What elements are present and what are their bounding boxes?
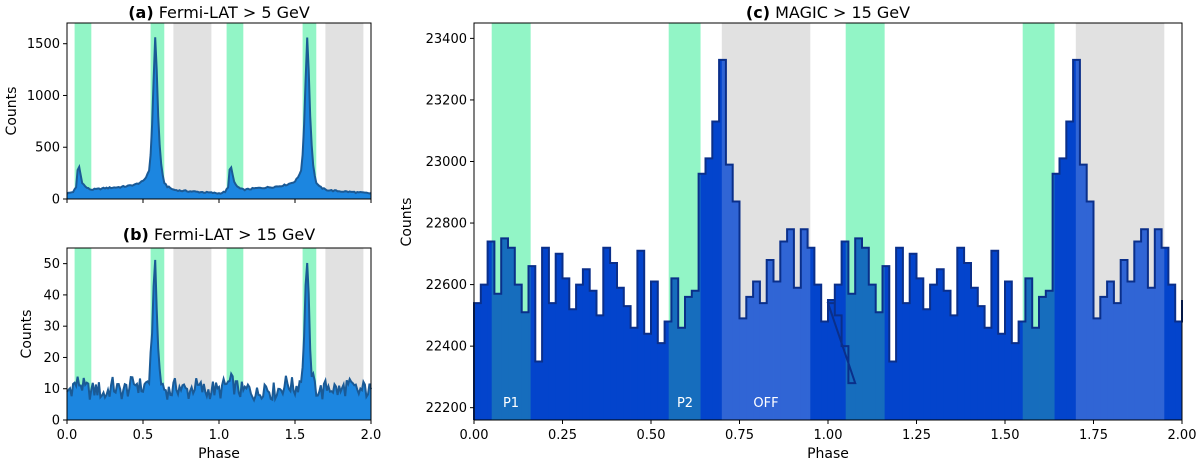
panel-a-ylabel: Counts bbox=[4, 87, 20, 136]
histogram-bar bbox=[821, 322, 828, 420]
histogram-bar bbox=[583, 269, 590, 420]
panel-b: 0.0 0.5 1.0 1.5 2.0 0 10 20 30 40 50 (b) Fermi-LAT… bbox=[19, 225, 381, 462]
panel-c-title: (c) MAGIC > 15 GeV bbox=[746, 3, 910, 22]
histogram-bar bbox=[705, 158, 712, 420]
region-off bbox=[325, 23, 363, 199]
y-tick-label: 500 bbox=[35, 141, 60, 156]
panel-c-ylabel: Counts bbox=[399, 198, 415, 247]
y-tick-label: 0 bbox=[52, 414, 60, 429]
region-label-off: OFF bbox=[753, 396, 778, 411]
histogram-bar bbox=[1066, 121, 1073, 420]
histogram-bar bbox=[903, 303, 910, 420]
x-tick-label: 0.0 bbox=[57, 428, 78, 443]
region-off bbox=[173, 23, 211, 199]
histogram-bar bbox=[658, 343, 665, 420]
y-tick-label: 22600 bbox=[426, 278, 467, 293]
x-tick-label: 2.00 bbox=[1168, 428, 1197, 443]
histogram-bar bbox=[985, 328, 992, 420]
histogram-bar bbox=[712, 121, 719, 420]
histogram-bar bbox=[617, 288, 624, 420]
y-tick-label: 20 bbox=[43, 351, 60, 366]
y-tick-label: 23200 bbox=[426, 93, 467, 108]
y-tick-label: 40 bbox=[43, 288, 60, 303]
histogram-bar bbox=[474, 303, 481, 420]
x-tick-label: 1.25 bbox=[902, 428, 931, 443]
histogram-bar bbox=[603, 248, 610, 420]
histogram-bar bbox=[569, 309, 576, 420]
histogram-bar bbox=[597, 315, 604, 420]
panel-b-xlabel: Phase bbox=[198, 446, 240, 462]
x-tick-label: 0.5 bbox=[133, 428, 154, 443]
y-tick-label: 23000 bbox=[426, 155, 467, 170]
histogram-bar bbox=[951, 315, 958, 420]
histogram-bar bbox=[923, 309, 930, 420]
y-tick-label: 22400 bbox=[426, 340, 467, 355]
histogram-bar bbox=[1012, 343, 1019, 420]
histogram-bar bbox=[1059, 158, 1066, 420]
x-tick-label: 1.5 bbox=[285, 428, 306, 443]
panel-c-xlabel: Phase bbox=[807, 446, 849, 462]
x-tick-label: 0.75 bbox=[725, 428, 754, 443]
histogram-bar bbox=[481, 285, 488, 420]
histogram-bar bbox=[930, 285, 937, 420]
histogram-bar bbox=[644, 334, 651, 420]
y-tick-label: 23400 bbox=[426, 32, 467, 47]
y-tick-label: 22200 bbox=[426, 401, 467, 416]
y-tick-label: 1000 bbox=[27, 89, 60, 104]
histogram-bar bbox=[549, 303, 556, 420]
histogram-bar bbox=[576, 285, 583, 420]
histogram-bar bbox=[1175, 322, 1182, 420]
x-tick-label: 0.50 bbox=[637, 428, 666, 443]
y-tick-label: 50 bbox=[43, 257, 60, 272]
x-tick-label: 1.0 bbox=[209, 428, 230, 443]
histogram-bar bbox=[998, 334, 1005, 420]
panel-c: 0.00 0.25 0.50 0.75 1.00 1.25 1.50 1.75 2.00 2220… bbox=[399, 3, 1196, 462]
histogram-bar bbox=[535, 362, 542, 420]
histogram-bar bbox=[631, 328, 638, 420]
panel-b-ylabel: Counts bbox=[19, 310, 35, 359]
y-tick-label: 30 bbox=[43, 320, 60, 335]
x-tick-label: 1.50 bbox=[991, 428, 1020, 443]
region-label-p2: P2 bbox=[677, 396, 693, 411]
y-tick-label: 1500 bbox=[27, 37, 60, 52]
panel-a-title: (a) Fermi-LAT > 5 GeV bbox=[128, 3, 310, 22]
y-tick-label: 10 bbox=[43, 382, 60, 397]
panel-a: 0 500 1000 1500 (a) Fermi-LAT > 5 GeV Count… bbox=[4, 3, 371, 208]
histogram-bar bbox=[957, 248, 964, 420]
x-tick-label: 1.75 bbox=[1079, 428, 1108, 443]
region-label-p1: P1 bbox=[503, 396, 519, 411]
panel-a-phase-regions bbox=[75, 23, 364, 199]
histogram-bar bbox=[835, 285, 842, 420]
y-tick-label: 22800 bbox=[426, 217, 467, 232]
x-tick-label: 0.00 bbox=[460, 428, 489, 443]
histogram-bar bbox=[937, 269, 944, 420]
y-tick-label: 0 bbox=[52, 193, 60, 208]
x-tick-label: 1.00 bbox=[814, 428, 843, 443]
x-tick-label: 0.25 bbox=[548, 428, 577, 443]
x-tick-label: 2.0 bbox=[361, 428, 382, 443]
histogram-bar bbox=[889, 362, 896, 420]
panel-b-title: (b) Fermi-LAT > 15 GeV bbox=[123, 225, 315, 244]
histogram-bar bbox=[971, 288, 978, 420]
